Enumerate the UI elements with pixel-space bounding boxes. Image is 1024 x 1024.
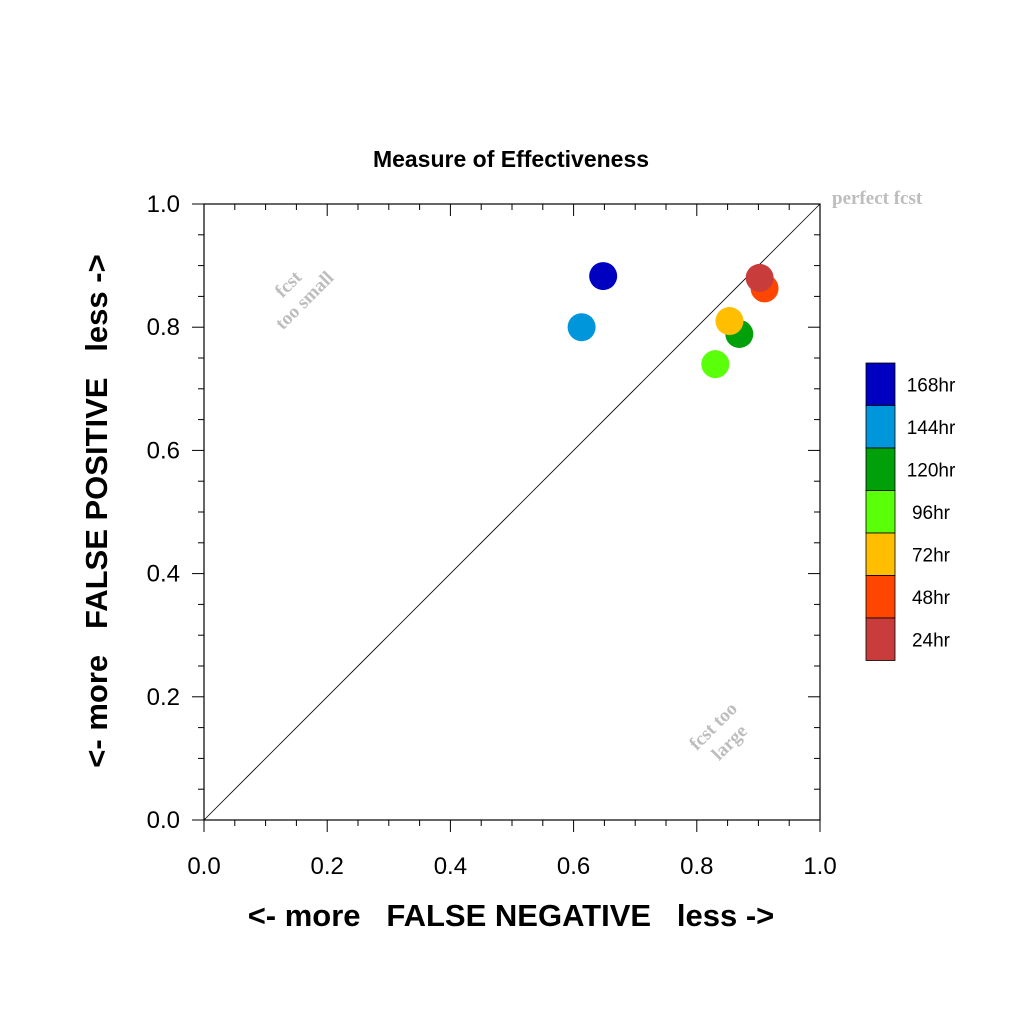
fcst-too-large-annotation: fcst too large [685, 698, 751, 764]
legend-swatch-96hr [865, 490, 896, 534]
y-tick-label: 0.6 [147, 437, 180, 464]
y-tick-label: 0.8 [147, 314, 180, 341]
y-axis-label: <- more FALSE POSITIVE less -> [79, 254, 114, 767]
point-168hr [589, 262, 618, 291]
legend: 168hr 144hr 120hr 96hr 72hr 48hr 24hr [865, 362, 956, 661]
x-tick-label: 0.6 [557, 853, 590, 880]
point-24hr [745, 263, 774, 292]
x-tick-label: 0.0 [187, 853, 220, 880]
point-144hr [567, 313, 596, 342]
legend-swatch-24hr [865, 617, 896, 661]
x-axis-label: <- more FALSE NEGATIVE less -> [248, 898, 775, 933]
x-tick-label: 0.8 [680, 853, 713, 880]
legend-swatch-48hr [865, 575, 896, 619]
perfect-forecast-annotation: perfect fcst [832, 188, 923, 209]
legend-label-144hr: 144hr [907, 418, 956, 439]
legend-swatch-120hr [865, 447, 896, 491]
legend-label-72hr: 72hr [912, 545, 951, 566]
x-tick-label: 0.2 [311, 853, 344, 880]
x-tick-label: 0.4 [434, 853, 467, 880]
legend-label-24hr: 24hr [912, 630, 951, 651]
legend-label-168hr: 168hr [907, 375, 956, 396]
legend-swatch-72hr [865, 532, 896, 576]
y-tick-label: 1.0 [147, 191, 180, 218]
y-tick-label: 0.2 [147, 684, 180, 711]
fcst-too-small-annotation: fcst too small [271, 267, 338, 335]
point-72hr [715, 307, 744, 336]
legend-label-96hr: 96hr [912, 503, 951, 524]
point-96hr [701, 350, 730, 379]
chart-title: Measure of Effectiveness [373, 146, 649, 172]
legend-swatch-168hr [865, 362, 896, 406]
y-tick-label: 0.0 [147, 807, 180, 834]
plot-area: 0.0 0.2 0.4 0.6 0.8 1.0 0.0 0.2 0.4 0.6 0.8 1.0 [147, 191, 837, 880]
y-tick-label: 0.4 [147, 561, 180, 588]
perfect-forecast-diagonal [203, 203, 821, 821]
data-points [567, 262, 779, 379]
legend-swatch-144hr [865, 405, 896, 449]
legend-label-48hr: 48hr [912, 588, 951, 609]
legend-label-120hr: 120hr [907, 460, 956, 481]
x-tick-label: 1.0 [803, 853, 836, 880]
